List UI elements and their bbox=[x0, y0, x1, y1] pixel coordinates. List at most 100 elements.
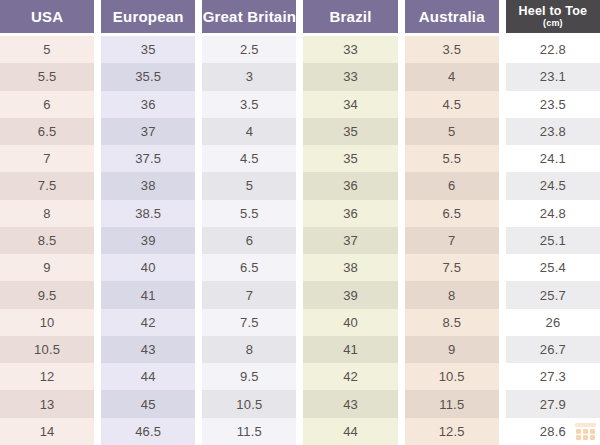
header-label: Australia bbox=[419, 9, 485, 25]
table-cell: 42 bbox=[303, 363, 397, 390]
header-label: USA bbox=[31, 9, 63, 25]
table-cell: 38 bbox=[303, 254, 397, 281]
header-great-britain: Great Britain bbox=[202, 0, 296, 33]
table-header-row: USA European Great Britain Brazil Austra… bbox=[0, 0, 600, 33]
table-cell: 37 bbox=[101, 118, 195, 145]
table-cell: 7.5 bbox=[202, 309, 296, 336]
header-label: European bbox=[113, 9, 184, 25]
table-cell: 7.5 bbox=[405, 254, 499, 281]
table-cell: 35 bbox=[303, 118, 397, 145]
table-cell: 5 bbox=[0, 36, 94, 63]
table-cell: 24.8 bbox=[506, 200, 600, 227]
table-cell: 12.5 bbox=[405, 418, 499, 445]
table-cell: 23.8 bbox=[506, 118, 600, 145]
table-cell: 4.5 bbox=[405, 91, 499, 118]
table-cell: 6.5 bbox=[202, 254, 296, 281]
table-cell: 14 bbox=[0, 418, 94, 445]
header-unit-label: (cm) bbox=[543, 19, 563, 28]
table-cell: 38 bbox=[101, 172, 195, 199]
table-cell: 25.4 bbox=[506, 254, 600, 281]
grid-logo-watermark-icon bbox=[574, 420, 597, 441]
table-cell: 25.7 bbox=[506, 281, 600, 308]
table-cell: 6 bbox=[405, 172, 499, 199]
table-cell: 10.5 bbox=[405, 363, 499, 390]
table-cell: 36 bbox=[101, 91, 195, 118]
table-cell: 27.9 bbox=[506, 390, 600, 417]
table-cell: 41 bbox=[303, 336, 397, 363]
header-usa: USA bbox=[0, 0, 94, 33]
table-cell: 9 bbox=[0, 254, 94, 281]
table-cell: 7 bbox=[0, 145, 94, 172]
table-cell: 11.5 bbox=[405, 390, 499, 417]
table-cell: 10 bbox=[0, 309, 94, 336]
table-cell: 9 bbox=[405, 336, 499, 363]
table-cell: 12 bbox=[0, 363, 94, 390]
table-cell: 9.5 bbox=[0, 281, 94, 308]
table-cell: 7.5 bbox=[0, 172, 94, 199]
table-cell: 8 bbox=[405, 281, 499, 308]
table-cell: 46.5 bbox=[101, 418, 195, 445]
table-cell: 4.5 bbox=[202, 145, 296, 172]
table-cell: 7 bbox=[202, 281, 296, 308]
table-cell: 24.5 bbox=[506, 172, 600, 199]
table-cell: 3.5 bbox=[202, 91, 296, 118]
table-cell: 35 bbox=[303, 145, 397, 172]
table-cell: 34 bbox=[303, 91, 397, 118]
table-cell: 44 bbox=[303, 418, 397, 445]
table-cell: 40 bbox=[303, 309, 397, 336]
table-cell: 27.3 bbox=[506, 363, 600, 390]
table-cell: 3.5 bbox=[405, 36, 499, 63]
table-cell: 8 bbox=[0, 200, 94, 227]
table-cell: 39 bbox=[101, 227, 195, 254]
header-label: Great Britain bbox=[203, 9, 296, 25]
table-cell: 25.1 bbox=[506, 227, 600, 254]
table-cell: 4 bbox=[202, 118, 296, 145]
shoe-size-conversion-table: USA European Great Britain Brazil Austra… bbox=[0, 0, 600, 445]
table-cell: 2.5 bbox=[202, 36, 296, 63]
table-cell: 5 bbox=[202, 172, 296, 199]
table-cell: 42 bbox=[101, 309, 195, 336]
table-cell: 7 bbox=[405, 227, 499, 254]
table-cell: 5 bbox=[405, 118, 499, 145]
table-cell: 5.5 bbox=[202, 200, 296, 227]
table-cell: 36 bbox=[303, 172, 397, 199]
header-label: Brazil bbox=[330, 9, 372, 25]
table-cell: 23.1 bbox=[506, 63, 600, 90]
table-cell: 35 bbox=[101, 36, 195, 63]
table-cell: 36 bbox=[303, 200, 397, 227]
table-cell: 35.5 bbox=[101, 63, 195, 90]
table-cell: 6 bbox=[0, 91, 94, 118]
table-cell: 11.5 bbox=[202, 418, 296, 445]
table-cell: 38.5 bbox=[101, 200, 195, 227]
table-cell: 10.5 bbox=[0, 336, 94, 363]
table-cell: 6 bbox=[202, 227, 296, 254]
table-cell: 43 bbox=[101, 336, 195, 363]
table-cell: 26 bbox=[506, 309, 600, 336]
table-cell: 43 bbox=[303, 390, 397, 417]
table-cell: 39 bbox=[303, 281, 397, 308]
table-cell: 44 bbox=[101, 363, 195, 390]
table-cell: 10.5 bbox=[202, 390, 296, 417]
table-cell: 13 bbox=[0, 390, 94, 417]
table-cell: 8.5 bbox=[405, 309, 499, 336]
header-heel-to-toe: Heel to Toe (cm) bbox=[506, 0, 600, 33]
table-cell: 37.5 bbox=[101, 145, 195, 172]
table-cell: 8.5 bbox=[0, 227, 94, 254]
table-cell: 33 bbox=[303, 36, 397, 63]
table-cell: 23.5 bbox=[506, 91, 600, 118]
table-cell: 41 bbox=[101, 281, 195, 308]
table-cell: 6.5 bbox=[405, 200, 499, 227]
table-cell: 4 bbox=[405, 63, 499, 90]
table-body: 5352.5333.522.85.535.5333423.16363.5344.… bbox=[0, 36, 600, 445]
table-cell: 33 bbox=[303, 63, 397, 90]
table-cell: 6.5 bbox=[0, 118, 94, 145]
table-cell: 22.8 bbox=[506, 36, 600, 63]
table-cell: 37 bbox=[303, 227, 397, 254]
header-label: Heel to Toe bbox=[519, 5, 588, 18]
table-cell: 40 bbox=[101, 254, 195, 281]
table-cell: 9.5 bbox=[202, 363, 296, 390]
table-cell: 5.5 bbox=[405, 145, 499, 172]
table-cell: 45 bbox=[101, 390, 195, 417]
header-brazil: Brazil bbox=[303, 0, 397, 33]
table-cell: 8 bbox=[202, 336, 296, 363]
